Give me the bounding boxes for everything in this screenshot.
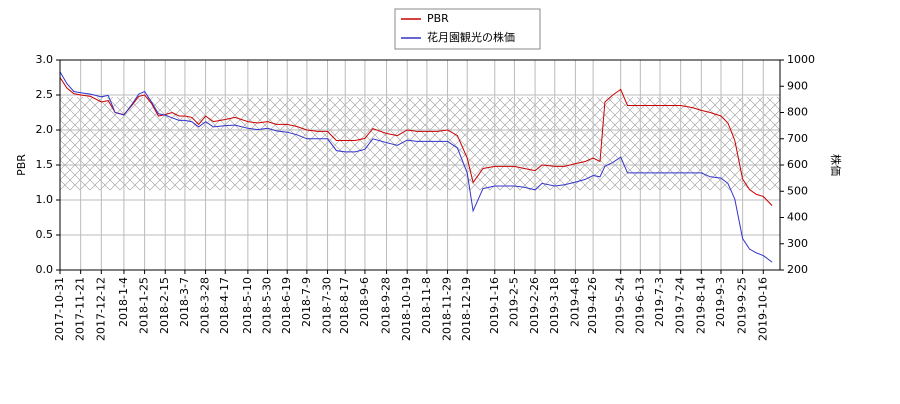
x-tick-label: 2018-8-17 (338, 277, 351, 334)
legend-label: 花月園観光の株価 (427, 30, 515, 44)
x-tick-label: 2019-1-16 (488, 277, 501, 334)
x-tick-label: 2019-2-5 (507, 277, 520, 327)
x-tick-label: 2019-5-24 (614, 277, 627, 334)
y-tick-label: 2.5 (36, 88, 54, 101)
x-tick-label: 2018-9-28 (380, 277, 393, 334)
x-tick-label: 2019-7-3 (653, 277, 666, 327)
x-tick-label: 2017-12-12 (94, 277, 107, 341)
x-tick-label: 2018-1-4 (117, 277, 130, 327)
y2-tick-label: 300 (787, 237, 808, 250)
y-tick-label: 3.0 (36, 53, 54, 66)
series-line (59, 71, 773, 263)
y2-tick-label: 500 (787, 184, 808, 197)
x-tick-label: 2018-4-17 (218, 277, 231, 334)
x-tick-label: 2018-1-25 (138, 277, 151, 334)
y2-tick-label: 800 (787, 106, 808, 119)
x-tick-label: 2019-7-24 (674, 277, 687, 334)
y-tick-label: 0.0 (36, 263, 54, 276)
plot-frame (59, 59, 781, 271)
legend-label: PBR (427, 12, 449, 25)
hatch-band (60, 97, 780, 191)
y-tick-label: 1.0 (36, 193, 54, 206)
x-tick-label: 2019-9-25 (736, 277, 749, 334)
x-tick-label: 2017-10-31 (53, 277, 66, 341)
x-tick-label: 2018-3-7 (178, 277, 191, 327)
x-tick-label: 2019-10-16 (756, 277, 769, 341)
x-tick-label: 2018-9-6 (358, 277, 371, 327)
x-tick-label: 2018-3-28 (199, 277, 212, 334)
x-tick-label: 2018-7-9 (300, 277, 313, 327)
x-tick-label: 2019-9-3 (714, 277, 727, 327)
legend-box (394, 8, 541, 50)
y2-tick-label: 1000 (787, 53, 815, 66)
x-tick-label: 2018-5-10 (241, 277, 254, 334)
x-tick-label: 2019-3-18 (548, 277, 561, 334)
x-tick-label: 2017-11-21 (74, 277, 87, 341)
y2-tick-label: 700 (787, 132, 808, 145)
x-tick-label: 2019-4-26 (586, 277, 599, 334)
x-tick-label: 2019-6-13 (633, 277, 646, 334)
y2-tick-label: 900 (787, 79, 808, 92)
y2-tick-label: 200 (787, 263, 808, 276)
x-tick-label: 2018-6-19 (280, 277, 293, 334)
x-tick-label: 2018-11-29 (441, 277, 454, 341)
x-tick-label: 2018-12-19 (460, 277, 473, 341)
y-tick-label: 1.5 (36, 158, 54, 171)
y-tick-label: 2.0 (36, 123, 54, 136)
x-tick-label: 2018-7-30 (321, 277, 334, 334)
y2-axis-label: 株価 (829, 154, 843, 176)
y-tick-label: 0.5 (36, 228, 54, 241)
x-tick-label: 2018-2-15 (158, 277, 171, 334)
y2-tick-label: 600 (787, 158, 808, 171)
x-tick-label: 2018-11-8 (420, 277, 433, 334)
y-axis-label: PBR (15, 154, 28, 176)
x-tick-label: 2019-4-8 (568, 277, 581, 327)
x-tick-label: 2019-8-14 (694, 277, 707, 334)
x-tick-label: 2018-5-30 (261, 277, 274, 334)
x-tick-label: 2019-2-26 (528, 277, 541, 334)
x-tick-label: 2018-10-19 (400, 277, 413, 341)
series-line (59, 77, 773, 206)
y2-tick-label: 400 (787, 211, 808, 224)
